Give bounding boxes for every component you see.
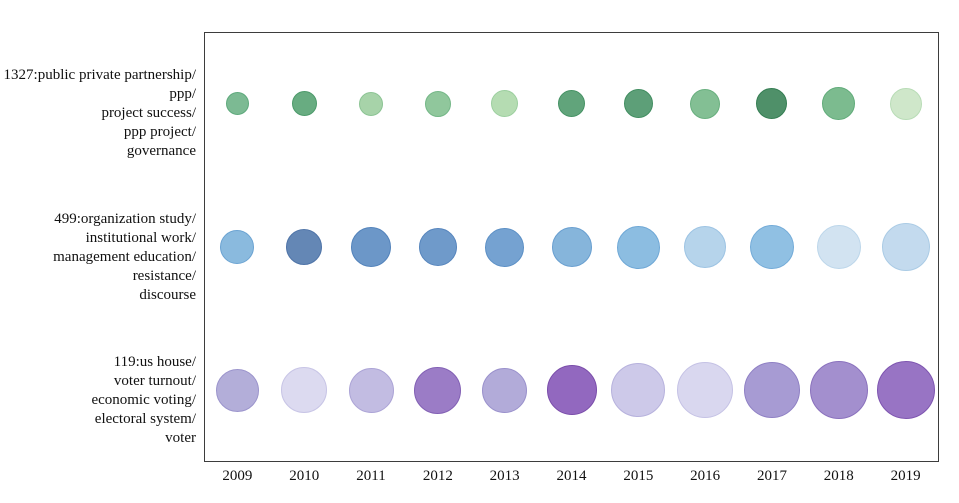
bubble-topic-1327-2015 [623, 89, 653, 119]
bubble-topic-499-2011 [351, 227, 392, 267]
bubble-topic-499-2010 [286, 229, 323, 265]
row-label-line: economic voting/ [91, 391, 196, 408]
bubble-topic-499-2016 [684, 226, 727, 268]
x-tick-2018: 2018 [823, 468, 854, 484]
bubble-topic-119-2019 [876, 361, 935, 420]
row-label-line: electoral system/ [94, 410, 196, 427]
row-label-line: governance [126, 143, 196, 160]
row-label-line: project success/ [101, 105, 196, 122]
row-label-line: institutional work/ [85, 229, 196, 246]
bubble-topic-1327-2011 [359, 91, 384, 116]
x-tick-2014: 2014 [556, 468, 587, 484]
row-label-line: voter turnout/ [113, 372, 196, 389]
bubble-topic-499-2009 [220, 230, 255, 264]
row-label-topic-119: 119:us house/voter turnout/economic voti… [0, 353, 196, 448]
bubble-topic-1327-2009 [225, 92, 249, 116]
bubble-topic-119-2012 [414, 366, 462, 414]
x-tick-2011: 2011 [356, 468, 386, 484]
x-tick-2019: 2019 [890, 468, 921, 484]
bubble-topic-1327-2014 [558, 90, 585, 118]
bubble-topic-1327-2016 [690, 88, 721, 119]
row-label-line: 119:us house/ [113, 353, 196, 370]
bubble-topic-499-2015 [616, 225, 660, 269]
bubble-topic-499-2013 [485, 227, 525, 267]
bubble-topic-1327-2019 [889, 87, 922, 120]
x-tick-2013: 2013 [489, 468, 520, 484]
bubble-topic-119-2018 [809, 361, 868, 420]
bubble-topic-119-2011 [348, 367, 394, 413]
row-label-line: 499:organization study/ [54, 210, 196, 227]
bubble-topic-1327-2017 [756, 88, 788, 120]
bubble-topic-119-2010 [281, 367, 328, 414]
row-label-topic-499: 499:organization study/institutional wor… [0, 210, 196, 305]
bubble-topic-119-2009 [215, 368, 259, 412]
bubble-topic-1327-2012 [424, 90, 451, 117]
row-label-line: management education/ [53, 248, 196, 265]
x-tick-2016: 2016 [690, 468, 721, 484]
bubble-topic-1327-2013 [491, 90, 519, 118]
bubble-topic-499-2017 [749, 225, 794, 269]
row-label-line: ppp project/ [123, 124, 196, 141]
bubble-topic-119-2015 [611, 363, 666, 418]
row-label-line: voter [165, 429, 196, 446]
bubble-topic-119-2013 [482, 367, 528, 413]
row-label-line: 1327:public private partnership/ [3, 67, 196, 84]
x-tick-2015: 2015 [623, 468, 654, 484]
bubble-topic-119-2017 [743, 362, 800, 419]
bubble-topic-499-2019 [881, 223, 930, 271]
row-label-line: discourse [139, 286, 196, 303]
bubble-topic-499-2014 [551, 227, 592, 267]
x-tick-2010: 2010 [289, 468, 320, 484]
x-tick-2017: 2017 [756, 468, 787, 484]
bubble-topic-1327-2010 [291, 91, 317, 117]
row-label-topic-1327: 1327:public private partnership/ppp/proj… [0, 66, 196, 161]
x-tick-2009: 2009 [222, 468, 253, 484]
row-label-line: ppp/ [169, 86, 196, 103]
bubble-topic-499-2018 [816, 225, 861, 269]
bubble-topic-119-2016 [677, 362, 734, 419]
bubble-topic-119-2014 [546, 365, 597, 416]
x-tick-2012: 2012 [422, 468, 453, 484]
row-label-line: resistance/ [132, 267, 196, 284]
bubble-topic-499-2012 [418, 228, 457, 266]
bubble-topic-1327-2018 [822, 87, 856, 121]
